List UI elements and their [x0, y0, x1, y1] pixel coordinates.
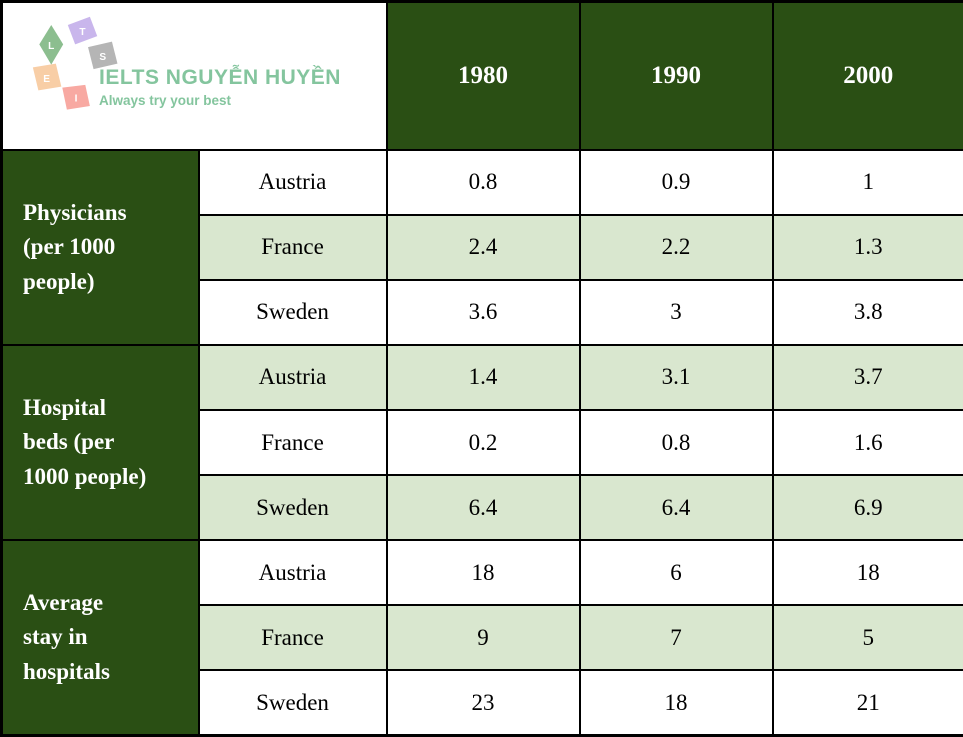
- value-cell: 18: [385, 539, 581, 607]
- logo-letter-s: S: [99, 52, 106, 63]
- value-cell: 0.9: [578, 148, 774, 216]
- value-cell: 6.4: [385, 474, 581, 542]
- value-cell: 0.8: [385, 148, 581, 216]
- value-cell: 23: [385, 669, 581, 737]
- country-cell: France: [197, 408, 388, 477]
- value-cell: 1.4: [385, 343, 581, 412]
- country-cell: France: [197, 604, 388, 672]
- value-cell: 6: [578, 539, 774, 607]
- year-header-1990: 1990: [578, 0, 774, 151]
- country-cell: Austria: [197, 539, 388, 607]
- logo-letter-i: I: [75, 93, 78, 104]
- category-cell-hospital-beds: Hospital beds (per 1000 people): [0, 343, 200, 542]
- table-row: Hospital beds (per 1000 people) Austria …: [0, 343, 963, 542]
- table-row: France 9 7 5: [2, 604, 963, 672]
- category-cell-physicians: Physicians (per 1000 people): [0, 148, 200, 346]
- category-line: hospitals: [23, 658, 110, 684]
- value-cell: 3.7: [771, 343, 963, 412]
- value-cell: 1.3: [771, 213, 963, 281]
- table-row: Physicians (per 1000 people) Austria 0.8…: [0, 148, 963, 346]
- value-cell: 7: [578, 604, 774, 672]
- category-cell-average-stay: Average stay in hospitals: [0, 539, 200, 737]
- value-cell: 3.6: [385, 278, 581, 346]
- value-cell: 18: [578, 669, 774, 737]
- value-cell: 5: [771, 604, 963, 672]
- country-cell: Sweden: [197, 669, 388, 737]
- ielts-logo: T L S E I IELTS NGUYỄN HUYỀN Always try …: [4, 4, 385, 148]
- value-cell: 3.1: [578, 343, 774, 412]
- year-header-1980: 1980: [385, 0, 581, 151]
- country-cell: Austria: [197, 343, 388, 412]
- logo-title: IELTS NGUYỄN HUYỀN: [99, 66, 341, 89]
- country-cell: Sweden: [197, 278, 388, 346]
- table-row: France 0.2 0.8 1.6: [2, 408, 963, 477]
- category-line: Hospital: [23, 394, 107, 420]
- category-line: 1000 people): [23, 463, 147, 489]
- value-cell: 0.2: [385, 408, 581, 477]
- logo-tagline: Always try your best: [99, 93, 232, 108]
- logo-letter-l: L: [48, 41, 54, 52]
- country-cell: Austria: [197, 148, 388, 216]
- logo-letter-e: E: [43, 74, 50, 85]
- ielts-logo-mark: T L S E I: [32, 16, 118, 110]
- value-cell: 9: [385, 604, 581, 672]
- table-row: Average stay in hospitals Austria 18 6 1…: [0, 539, 963, 737]
- value-cell: 3.8: [771, 278, 963, 346]
- logo-letter-t: T: [79, 27, 86, 38]
- category-line: stay in: [23, 624, 88, 650]
- value-cell: 0.8: [578, 408, 774, 477]
- value-cell: 1.6: [771, 408, 963, 477]
- value-cell: 1: [771, 148, 963, 216]
- year-header-2000: 2000: [771, 0, 963, 151]
- country-cell: France: [197, 213, 388, 281]
- value-cell: 6.9: [771, 474, 963, 542]
- category-line: Physicians: [23, 199, 127, 225]
- category-line: Average: [23, 589, 104, 615]
- category-line: (per 1000: [23, 234, 116, 260]
- value-cell: 21: [771, 669, 963, 737]
- table-row: France 2.4 2.2 1.3: [2, 213, 963, 281]
- country-cell: Sweden: [197, 474, 388, 542]
- table-row: Sweden 3.6 3 3.8: [2, 278, 963, 346]
- category-line: people): [23, 268, 95, 294]
- table-row: Sweden 6.4 6.4 6.9: [2, 474, 963, 542]
- table-row: Sweden 23 18 21: [2, 669, 963, 737]
- category-line: beds (per: [23, 429, 115, 455]
- logo-cell: T L S E I IELTS NGUYỄN HUYỀN Always try …: [0, 0, 388, 151]
- value-cell: 2.2: [578, 213, 774, 281]
- table-header-row: T L S E I IELTS NGUYỄN HUYỀN Always try …: [0, 0, 963, 151]
- value-cell: 18: [771, 539, 963, 607]
- value-cell: 2.4: [385, 213, 581, 281]
- value-cell: 6.4: [578, 474, 774, 542]
- value-cell: 3: [578, 278, 774, 346]
